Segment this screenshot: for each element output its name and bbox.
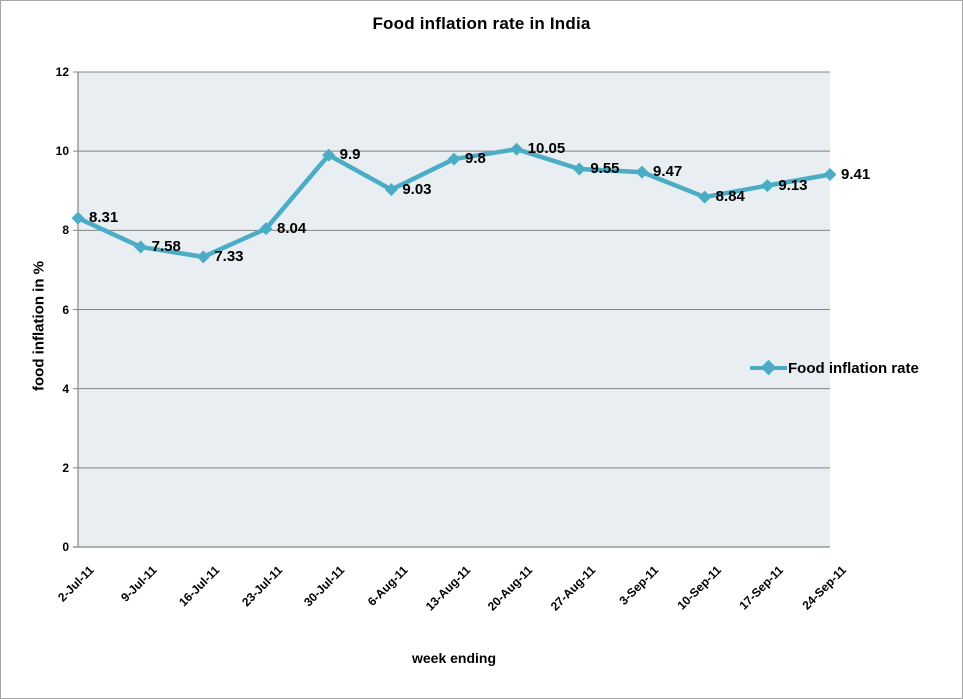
data-label: 7.58 [151, 237, 181, 255]
data-label: 9.13 [778, 176, 808, 194]
data-point-marker [510, 142, 524, 156]
y-tick-label: 0 [62, 540, 69, 554]
x-tick-label: 30-Jul-11 [301, 563, 348, 610]
x-tick-label: 6-Aug-11 [364, 563, 411, 609]
data-label: 7.33 [214, 247, 244, 265]
x-tick-label: 17-Sep-11 [736, 563, 787, 613]
legend-diamond-icon [760, 359, 777, 376]
data-label: 9.8 [465, 150, 486, 168]
data-label: 10.05 [527, 140, 566, 158]
data-label: 8.04 [277, 219, 307, 237]
data-point-marker [760, 179, 774, 193]
data-point-marker [572, 162, 586, 176]
y-tick-label: 6 [62, 302, 69, 317]
y-tick-label: 12 [55, 65, 69, 79]
x-tick-label: 2-Jul-11 [55, 563, 97, 605]
data-point-marker [384, 183, 398, 197]
x-tick-label: 20-Aug-11 [485, 563, 536, 614]
data-label: 9.55 [590, 159, 620, 177]
x-tick-label: 9-Jul-11 [118, 563, 160, 605]
y-tick-label: 8 [62, 223, 69, 238]
data-label: 9.47 [653, 163, 683, 181]
y-tick-label: 10 [55, 144, 69, 159]
x-tick-label: 16-Jul-11 [176, 563, 223, 610]
data-label: 8.84 [715, 188, 745, 206]
x-axis-title: week ending [411, 650, 497, 666]
x-tick-label: 10-Sep-11 [674, 563, 724, 613]
y-tick-label: 4 [62, 381, 69, 396]
data-label: 9.9 [339, 146, 361, 164]
y-tick-label: 2 [62, 460, 69, 475]
x-tick-label: 23-Jul-11 [238, 563, 285, 610]
legend: Food inflation rate [750, 355, 919, 381]
data-point-marker [823, 168, 837, 182]
data-point-marker [698, 190, 712, 204]
data-point-marker [196, 250, 210, 264]
data-point-marker [134, 240, 148, 254]
legend-line-marker-icon [750, 355, 787, 381]
data-point-marker [635, 165, 649, 179]
data-point-marker [447, 152, 461, 166]
chart-title: Food inflation rate in India [372, 14, 591, 33]
x-tick-label: 13-Aug-11 [422, 563, 473, 614]
data-point-marker [259, 222, 273, 236]
legend-label: Food inflation rate [788, 359, 919, 377]
data-label: 9.41 [841, 165, 871, 183]
x-tick-label: 3-Sep-11 [616, 563, 661, 608]
x-tick-label: 24-Sep-11 [799, 563, 849, 613]
x-tick-label: 27-Aug-11 [547, 563, 599, 614]
data-point-marker [71, 211, 85, 225]
data-label: 8.31 [89, 209, 119, 227]
data-point-marker [322, 148, 336, 162]
data-label: 9.03 [402, 180, 432, 198]
